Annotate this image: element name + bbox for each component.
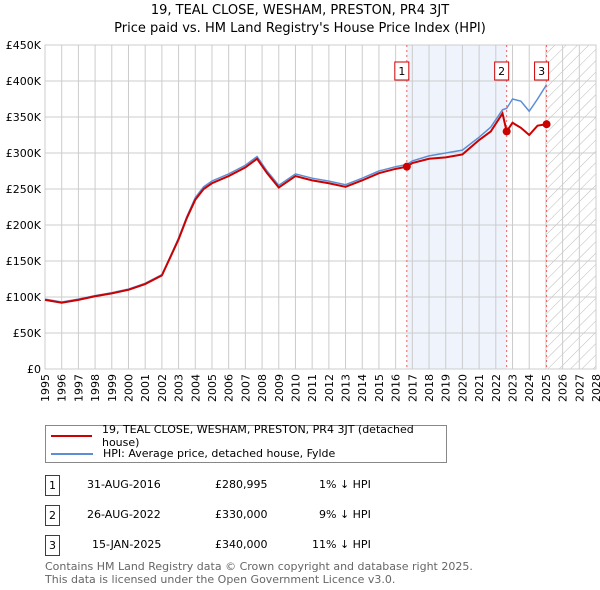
- x-tick-label: 2012: [323, 374, 336, 402]
- sale-point: [402, 162, 411, 171]
- y-tick-label: £0: [27, 363, 41, 376]
- x-tick-label: 2026: [557, 374, 570, 402]
- x-tick-label: 2003: [173, 374, 186, 402]
- y-tick-label: £450K: [6, 39, 42, 52]
- hpi-diff: 9% ↓ HPI: [319, 508, 371, 521]
- marker-badge: 1: [45, 475, 60, 496]
- x-tick-label: 2014: [356, 374, 369, 402]
- sale-marker-box: [394, 61, 410, 81]
- property-line: [44, 110, 550, 304]
- y-tick-label: £50K: [13, 327, 42, 340]
- x-tick-label: 2007: [239, 374, 252, 402]
- y-tick-label: £300K: [6, 147, 42, 160]
- sale-point: [542, 120, 551, 129]
- x-tick-label: 2020: [456, 374, 469, 402]
- sale-marker-label: 2: [498, 65, 505, 78]
- price: £280,995: [215, 478, 268, 491]
- x-tick-label: 2028: [590, 374, 600, 402]
- marker-badge: 3: [45, 535, 60, 556]
- red-line-swatch: [51, 434, 92, 437]
- sale-marker-box: [494, 61, 510, 81]
- x-tick-label: 2016: [390, 374, 403, 402]
- x-tick-label: 1999: [106, 374, 119, 402]
- price: £330,000: [215, 508, 268, 521]
- x-tick-label: 2008: [256, 374, 269, 402]
- y-tick-label: £400K: [6, 75, 42, 88]
- x-tick-label: 1997: [72, 374, 85, 402]
- x-tick-label: 2006: [223, 374, 236, 402]
- date: 31-AUG-2016: [87, 478, 161, 491]
- x-tick-label: 2009: [273, 374, 286, 402]
- x-tick-label: 2021: [473, 374, 486, 402]
- transaction-row: 2 26-AUG-2022 £330,000 9% ↓ HPI: [45, 505, 445, 526]
- footer: Contains HM Land Registry data © Crown c…: [45, 560, 473, 586]
- x-tick-label: 2011: [306, 374, 319, 402]
- x-tick-label: 2022: [490, 374, 503, 402]
- sale-marker-label: 1: [398, 65, 405, 78]
- subtitle-line: Price paid vs. HM Land Registry's House …: [114, 21, 486, 36]
- sale-marker-box: [534, 61, 550, 81]
- price-chart: 1995 1996 1997 1998 1999 2000 2001 2002 2003 2004…: [6, 39, 600, 402]
- x-tick-label: 1995: [39, 374, 52, 402]
- hpi-diff: 1% ↓ HPI: [319, 478, 371, 491]
- y-tick-label: £250K: [6, 183, 42, 196]
- ownership-shade: [406, 45, 507, 369]
- date: 15-JAN-2025: [92, 538, 162, 551]
- x-tick-label: 2024: [523, 374, 536, 402]
- x-tick-label: 2010: [289, 374, 302, 402]
- transaction-row: 3 15-JAN-2025 £340,000 11% ↓ HPI: [45, 535, 445, 556]
- y-tick-label: £100K: [6, 291, 42, 304]
- x-tick-label: 2017: [406, 374, 419, 402]
- sale-point: [502, 127, 511, 136]
- legend-item-property: 19, TEAL CLOSE, WESHAM, PRESTON, PR4 3JT…: [46, 423, 446, 449]
- transaction-row: 1 31-AUG-2016 £280,995 1% ↓ HPI: [45, 475, 445, 496]
- x-tick-label: 2025: [540, 374, 553, 402]
- future-hatch: [546, 45, 596, 369]
- y-tick-label: £200K: [6, 219, 42, 232]
- x-tick-label: 2013: [340, 374, 353, 402]
- x-tick-label: 2000: [122, 374, 135, 402]
- x-tick-label: 2002: [156, 374, 169, 402]
- legend-item-hpi: HPI: Average price, detached house, Fyld…: [46, 445, 446, 462]
- price: £340,000: [215, 538, 268, 551]
- y-tick-label: £350K: [6, 111, 42, 124]
- x-tick-label: 2005: [206, 374, 219, 402]
- plot-frame: [44, 44, 597, 370]
- chart-title: 19, TEAL CLOSE, WESHAM, PRESTON, PR4 3JT…: [0, 2, 600, 38]
- legend: 19, TEAL CLOSE, WESHAM, PRESTON, PR4 3JT…: [45, 423, 447, 463]
- x-tick-label: 2019: [440, 374, 453, 402]
- hpi-diff: 11% ↓ HPI: [312, 538, 371, 551]
- x-tick-label: 2001: [139, 374, 152, 402]
- date: 26-AUG-2022: [87, 508, 161, 521]
- x-tick-label: 1996: [56, 374, 69, 402]
- y-tick-label: £150K: [6, 255, 42, 268]
- blue-line-swatch: [51, 452, 93, 455]
- x-tick-label: 2015: [373, 374, 386, 402]
- x-tick-label: 2027: [573, 374, 586, 402]
- sale-marker-label: 3: [538, 65, 545, 78]
- marker-badge: 2: [45, 505, 60, 526]
- x-tick-label: 2018: [423, 374, 436, 402]
- x-tick-label: 2023: [507, 374, 520, 402]
- x-tick-label: 2004: [189, 374, 202, 402]
- x-tick-label: 1998: [89, 374, 102, 402]
- title-line: 19, TEAL CLOSE, WESHAM, PRESTON, PR4 3JT: [150, 3, 450, 18]
